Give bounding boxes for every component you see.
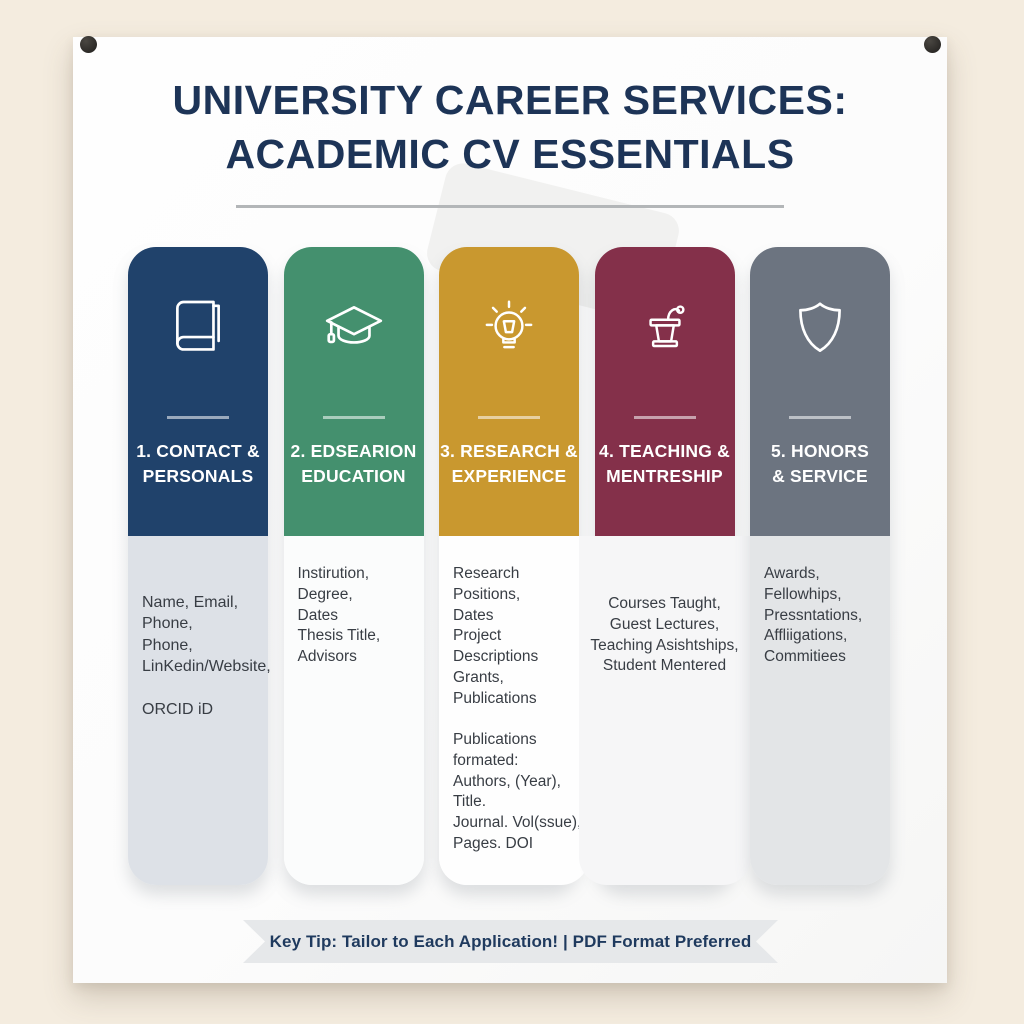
page-title: UNIVERSITY CAREER SERVICES: ACADEMIC CV …: [172, 77, 848, 178]
column-research-experience: 3. RESEARCH & EXPERIENCE Research Positi…: [439, 247, 589, 885]
column-title-honors: 5. HONORS & SERVICE: [770, 440, 870, 486]
column-body-research: Research Positions, Dates Project Descri…: [439, 536, 589, 885]
book-icon: [165, 295, 231, 361]
column-header-honors: 5. HONORS & SERVICE: [750, 247, 890, 536]
column-body-education: Instirution, Degree, Dates Thesis Title,…: [283, 536, 424, 885]
column-body-contact: Name, Email, Phone, Phone, LinKedin/Webs…: [128, 536, 271, 885]
shield-icon: [787, 295, 853, 361]
column-honors-service: 5. HONORS & SERVICE Awards, Fellowhips, …: [750, 247, 890, 885]
column-title-education: 2. EDSEARION EDUCATION: [290, 440, 417, 486]
header-divider: [478, 416, 540, 419]
lightbulb-icon: [476, 295, 542, 361]
pin-right-icon: [924, 36, 941, 53]
column-teaching-mentorship: 4. TEACHING & MENTRESHIP Courses Taught,…: [578, 247, 751, 885]
header-divider: [322, 416, 385, 419]
key-tip-text: Key Tip: Tailor to Each Application! | P…: [269, 931, 752, 951]
header-divider: [167, 416, 229, 419]
header-divider: [633, 416, 696, 419]
column-title-teaching: 4. TEACHING & MENTRESHIP: [599, 440, 730, 486]
poster: UNIVERSITY CAREER SERVICES: ACADEMIC CV …: [73, 37, 947, 983]
column-header-teaching: 4. TEACHING & MENTRESHIP: [594, 247, 735, 536]
column-header-education: 2. EDSEARION EDUCATION: [283, 247, 424, 536]
title-divider: [236, 205, 784, 208]
graduation-cap-icon: [321, 295, 387, 361]
column-body-honors: Awards, Fellowhips, Pressntations, Affli…: [750, 536, 890, 885]
key-tip-ribbon: Key Tip: Tailor to Each Application! | P…: [243, 920, 778, 963]
column-title-research: 3. RESEARCH & EXPERIENCE: [440, 440, 578, 486]
header-divider: [789, 416, 851, 419]
column-title-contact: 1. CONTACT & PERSONALS: [136, 440, 260, 486]
pin-left-icon: [80, 36, 97, 53]
column-header-research: 3. RESEARCH & EXPERIENCE: [439, 247, 579, 536]
column-contact-personals: 1. CONTACT & PERSONALS Name, Email, Phon…: [128, 247, 271, 885]
column-header-contact: 1. CONTACT & PERSONALS: [128, 247, 268, 536]
columns-row: 1. CONTACT & PERSONALS Name, Email, Phon…: [128, 247, 890, 885]
column-education: 2. EDSEARION EDUCATION Instirution, Degr…: [283, 247, 424, 885]
column-body-teaching: Courses Taught, Guest Lectures, Teaching…: [578, 536, 751, 885]
podium-icon: [632, 295, 698, 361]
